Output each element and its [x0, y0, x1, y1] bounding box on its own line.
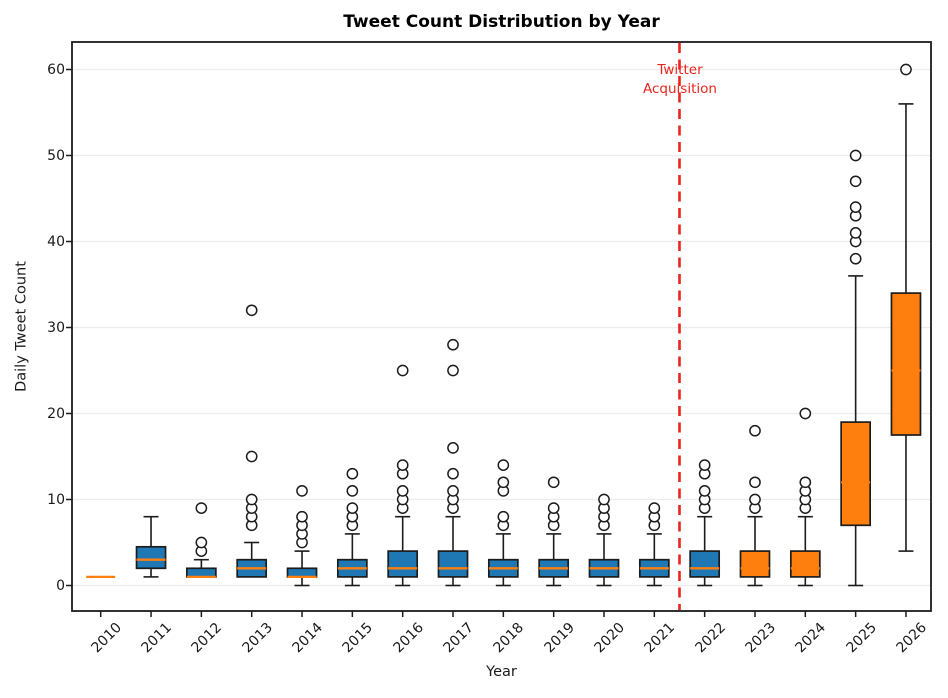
outlier-2018	[497, 459, 510, 471]
outlier-2025	[849, 252, 862, 265]
box-2023	[739, 550, 771, 578]
outlier-2018	[497, 476, 510, 489]
box-2014	[286, 567, 318, 578]
outlier-2014	[296, 510, 308, 523]
outlier-2025	[849, 227, 862, 239]
box-2012	[186, 567, 217, 578]
outlier-2025	[849, 201, 862, 213]
event-annotation: Twitter Acquisition	[580, 61, 780, 99]
event-annotation-line1: Twitter	[657, 62, 703, 78]
y-tick-label: 30	[47, 319, 65, 336]
outlier-2022	[698, 485, 711, 497]
outlier-2023	[749, 476, 761, 489]
box-2016	[387, 550, 419, 578]
outlier-2024	[799, 476, 812, 489]
outlier-2013	[245, 450, 258, 463]
event-annotation-line2: Acquisition	[643, 80, 717, 97]
outlier-2016	[396, 364, 409, 377]
box-2017	[437, 550, 469, 578]
box-2024	[789, 550, 821, 578]
outlier-2025	[849, 149, 862, 162]
plot-frame	[71, 41, 932, 612]
y-tick-label: 20	[47, 405, 65, 422]
outlier-2022	[698, 459, 711, 471]
x-axis-label: Year	[486, 664, 517, 680]
chart-title: Tweet Count Distribution by Year	[343, 12, 660, 32]
outlier-2017	[447, 485, 459, 497]
outlier-2017	[447, 467, 459, 480]
outlier-2015	[346, 502, 359, 514]
outlier-2026	[900, 63, 912, 76]
outlier-2025	[849, 175, 862, 188]
y-tick-label: 60	[47, 61, 65, 78]
outlier-2017	[447, 442, 459, 454]
outlier-2023	[749, 424, 761, 437]
outlier-2013	[245, 493, 258, 506]
outlier-2016	[396, 459, 409, 471]
y-tick-label: 10	[47, 491, 65, 508]
outlier-2021	[648, 502, 661, 514]
outlier-2019	[547, 502, 560, 514]
outlier-2020	[598, 493, 610, 506]
outlier-2017	[447, 338, 459, 351]
outlier-2023	[749, 493, 761, 506]
y-tick-label: 0	[56, 577, 65, 594]
outlier-2018	[497, 510, 510, 523]
outlier-2024	[799, 407, 812, 420]
y-tick-label: 50	[47, 147, 65, 164]
outlier-2012	[195, 502, 208, 514]
box-2022	[689, 550, 721, 578]
outlier-2017	[447, 364, 459, 377]
outlier-2014	[296, 485, 308, 497]
y-tick-label: 40	[47, 233, 65, 250]
box-2011	[135, 545, 167, 570]
outlier-2012	[195, 536, 208, 549]
outlier-2013	[245, 304, 258, 317]
box-2026	[890, 292, 922, 436]
outlier-2016	[396, 485, 409, 497]
outlier-2015	[346, 467, 359, 480]
outlier-2019	[547, 476, 560, 489]
box-2025	[840, 421, 872, 527]
outlier-2015	[346, 485, 359, 497]
